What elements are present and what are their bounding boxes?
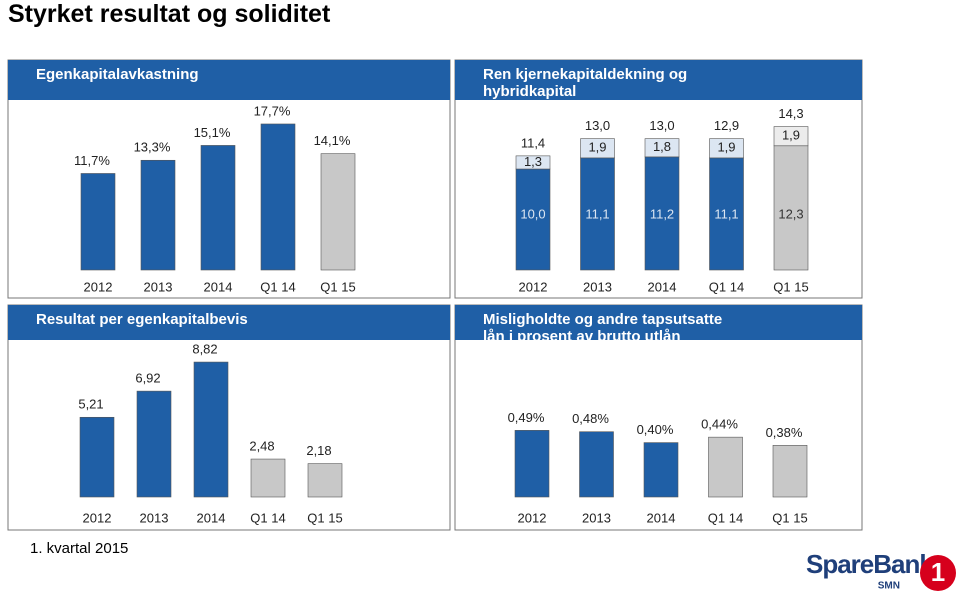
value-label: 11,1 bbox=[585, 206, 609, 221]
bar-segment bbox=[580, 157, 615, 271]
x-tick-label: 2013 bbox=[140, 510, 169, 525]
total-label: 13,0 bbox=[585, 118, 610, 133]
footer: 1. kvartal 2015 bbox=[30, 540, 129, 557]
value-label: 14,1% bbox=[314, 133, 351, 148]
value-label: 10,0 bbox=[520, 206, 545, 221]
x-tick-label: 2012 bbox=[519, 279, 548, 294]
x-tick-label: Q1 14 bbox=[250, 510, 285, 525]
total-label: 12,9 bbox=[714, 118, 739, 133]
x-tick-label: 2014 bbox=[647, 510, 676, 525]
x-tick-label: Q1 15 bbox=[320, 279, 355, 294]
x-tick-label: 2014 bbox=[197, 510, 226, 525]
total-label: 13,0 bbox=[649, 118, 674, 133]
x-tick-label: Q1 15 bbox=[307, 510, 342, 525]
value-label: 0,48% bbox=[572, 411, 609, 426]
panel-title-band bbox=[755, 60, 862, 100]
value-label: 11,1 bbox=[714, 206, 738, 221]
value-label: 1,3 bbox=[524, 154, 542, 169]
value-label: 0,49% bbox=[508, 410, 545, 425]
x-tick-label: 2012 bbox=[84, 279, 113, 294]
bar-segment bbox=[580, 138, 615, 159]
bar-segment bbox=[773, 126, 809, 147]
bar bbox=[200, 145, 236, 271]
page-title: Styrket resultat og soliditet bbox=[8, 0, 331, 28]
bar bbox=[643, 442, 679, 498]
value-label: 13,3% bbox=[134, 140, 171, 155]
bar bbox=[193, 361, 229, 498]
value-label: 1,9 bbox=[717, 140, 735, 155]
logo-number: 1 bbox=[931, 557, 945, 587]
value-label: 2,18 bbox=[306, 443, 331, 458]
total-label: 11,4 bbox=[521, 135, 545, 150]
bar-segment bbox=[709, 157, 744, 271]
x-tick-label: 2013 bbox=[582, 510, 611, 525]
value-label: 1,9 bbox=[588, 140, 606, 155]
value-label: 0,44% bbox=[701, 417, 738, 432]
bar bbox=[307, 463, 343, 498]
value-label: 11,2 bbox=[650, 206, 674, 221]
x-tick-label: 2012 bbox=[518, 510, 547, 525]
value-label: 11,7% bbox=[74, 153, 110, 168]
x-tick-label: Q1 14 bbox=[708, 510, 743, 525]
value-label: 1,8 bbox=[653, 139, 671, 154]
bar bbox=[260, 123, 296, 271]
bar bbox=[708, 436, 743, 498]
bar-segment bbox=[644, 138, 680, 158]
bar bbox=[320, 153, 356, 271]
value-label: 8,82 bbox=[192, 341, 217, 356]
bar bbox=[579, 431, 614, 498]
x-tick-label: 2014 bbox=[648, 279, 677, 294]
bar-segment bbox=[709, 138, 744, 159]
total-label: 14,3 bbox=[778, 106, 803, 121]
value-label: 15,1% bbox=[194, 125, 231, 140]
value-label: 5,21 bbox=[78, 397, 103, 412]
x-tick-label: Q1 14 bbox=[260, 279, 295, 294]
x-tick-label: 2012 bbox=[83, 510, 112, 525]
logo-sub: SMN bbox=[878, 581, 900, 592]
logo-circle bbox=[920, 555, 956, 591]
x-tick-label: Q1 15 bbox=[772, 510, 807, 525]
panel-title: Ren kjernekapitaldekning og hybridkapita… bbox=[455, 60, 755, 100]
panel-title-band bbox=[755, 305, 862, 340]
bar bbox=[250, 458, 286, 498]
x-tick-label: 2013 bbox=[144, 279, 173, 294]
bar-segment bbox=[515, 168, 551, 271]
value-label: 0,38% bbox=[766, 425, 803, 440]
bar bbox=[140, 159, 176, 271]
bar-segment bbox=[644, 156, 680, 271]
value-label: 0,40% bbox=[637, 422, 674, 437]
value-label: 1,9 bbox=[782, 128, 800, 143]
bar bbox=[772, 445, 808, 498]
bar-segment bbox=[773, 145, 809, 271]
x-tick-label: 2013 bbox=[583, 279, 612, 294]
bar bbox=[80, 173, 116, 271]
x-tick-label: Q1 14 bbox=[709, 279, 744, 294]
bar bbox=[79, 416, 115, 498]
logo-name: SpareBank bbox=[806, 549, 934, 579]
panel-title: Egenkapitalavkastning bbox=[8, 60, 450, 100]
panel-title: Misligholdte og andre tapsutsatte lån i … bbox=[455, 305, 755, 345]
value-label: 17,7% bbox=[254, 103, 291, 118]
value-label: 6,92 bbox=[135, 371, 160, 386]
bar-segment bbox=[515, 155, 551, 170]
x-tick-label: Q1 15 bbox=[773, 279, 808, 294]
bar bbox=[136, 390, 172, 498]
bar bbox=[514, 430, 550, 498]
value-label: 2,48 bbox=[249, 438, 274, 453]
panel-title: Resultat per egenkapitalbevis bbox=[8, 305, 450, 340]
x-tick-label: 2014 bbox=[204, 279, 233, 294]
value-label: 12,3 bbox=[778, 206, 803, 221]
